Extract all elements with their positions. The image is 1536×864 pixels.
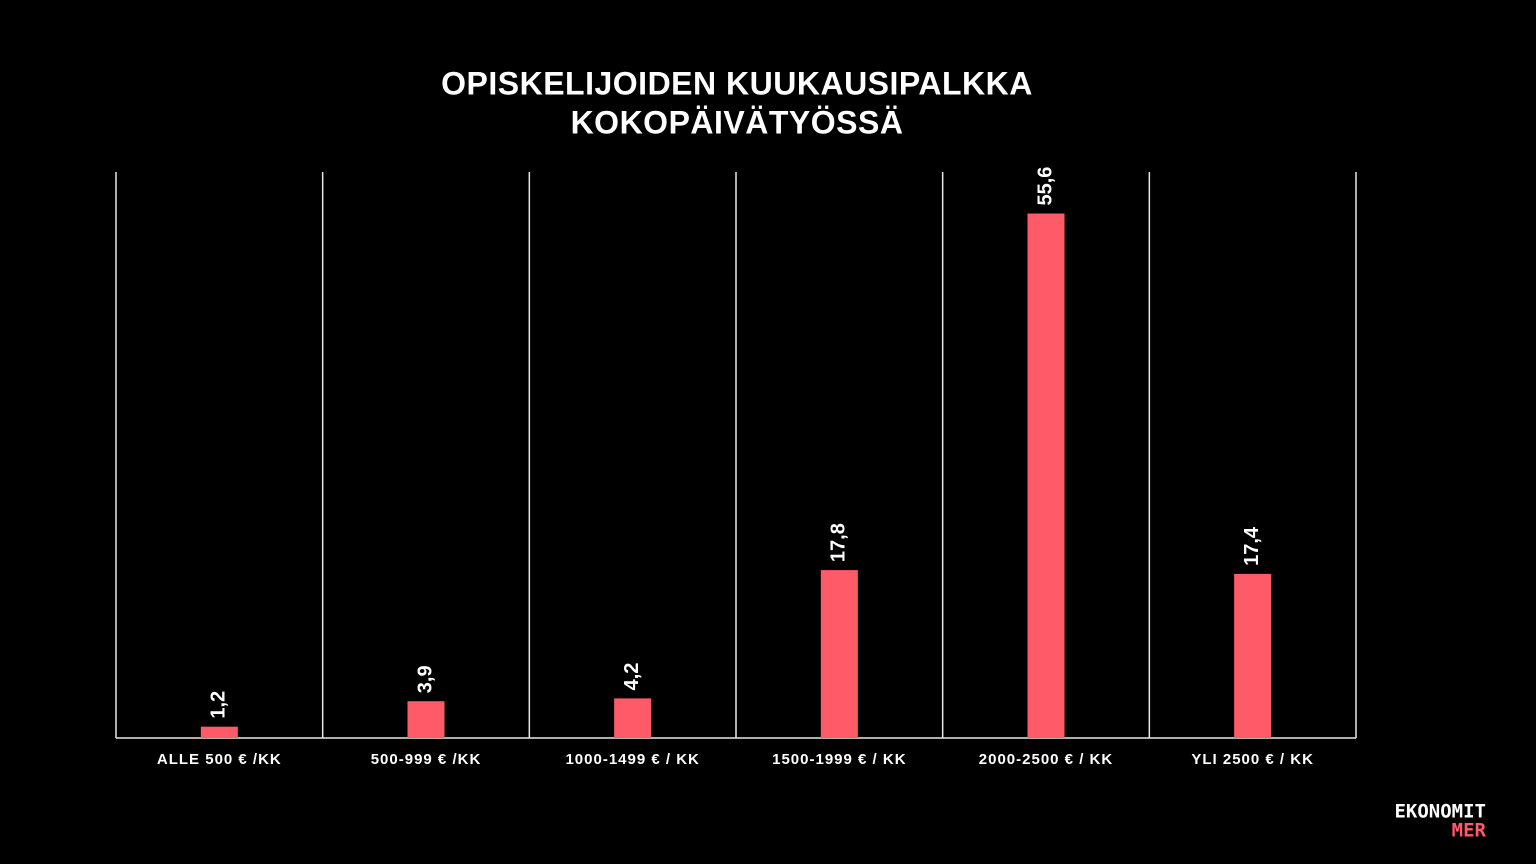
chart-title: OPISKELIJOIDEN KUUKAUSIPALKKA xyxy=(441,65,1033,101)
value-label: 4,2 xyxy=(621,663,643,691)
x-tick-label: ALLE 500 € /KK xyxy=(157,751,282,768)
value-label: 17,8 xyxy=(828,523,850,562)
chart-title: KOKOPÄIVÄTYÖSSÄ xyxy=(571,104,904,140)
bar xyxy=(200,726,238,738)
value-label: 1,2 xyxy=(208,691,230,719)
value-label: 55,6 xyxy=(1034,167,1056,206)
x-tick-label: YLI 2500 € / KK xyxy=(1191,751,1314,768)
bar xyxy=(1234,573,1272,738)
bar xyxy=(614,698,652,738)
logo: EKONOMIT xyxy=(1394,801,1486,823)
logo: MER xyxy=(1452,820,1487,842)
bar xyxy=(1027,213,1065,739)
x-tick-label: 500-999 € /KK xyxy=(371,751,482,768)
x-tick-label: 2000-2500 € / KK xyxy=(979,751,1113,768)
bar xyxy=(820,570,858,738)
x-tick-label: 1500-1999 € / KK xyxy=(772,751,906,768)
value-label: 3,9 xyxy=(414,665,436,693)
x-tick-label: 1000-1499 € / KK xyxy=(565,751,699,768)
bar xyxy=(407,701,445,738)
value-label: 17,4 xyxy=(1241,526,1263,566)
